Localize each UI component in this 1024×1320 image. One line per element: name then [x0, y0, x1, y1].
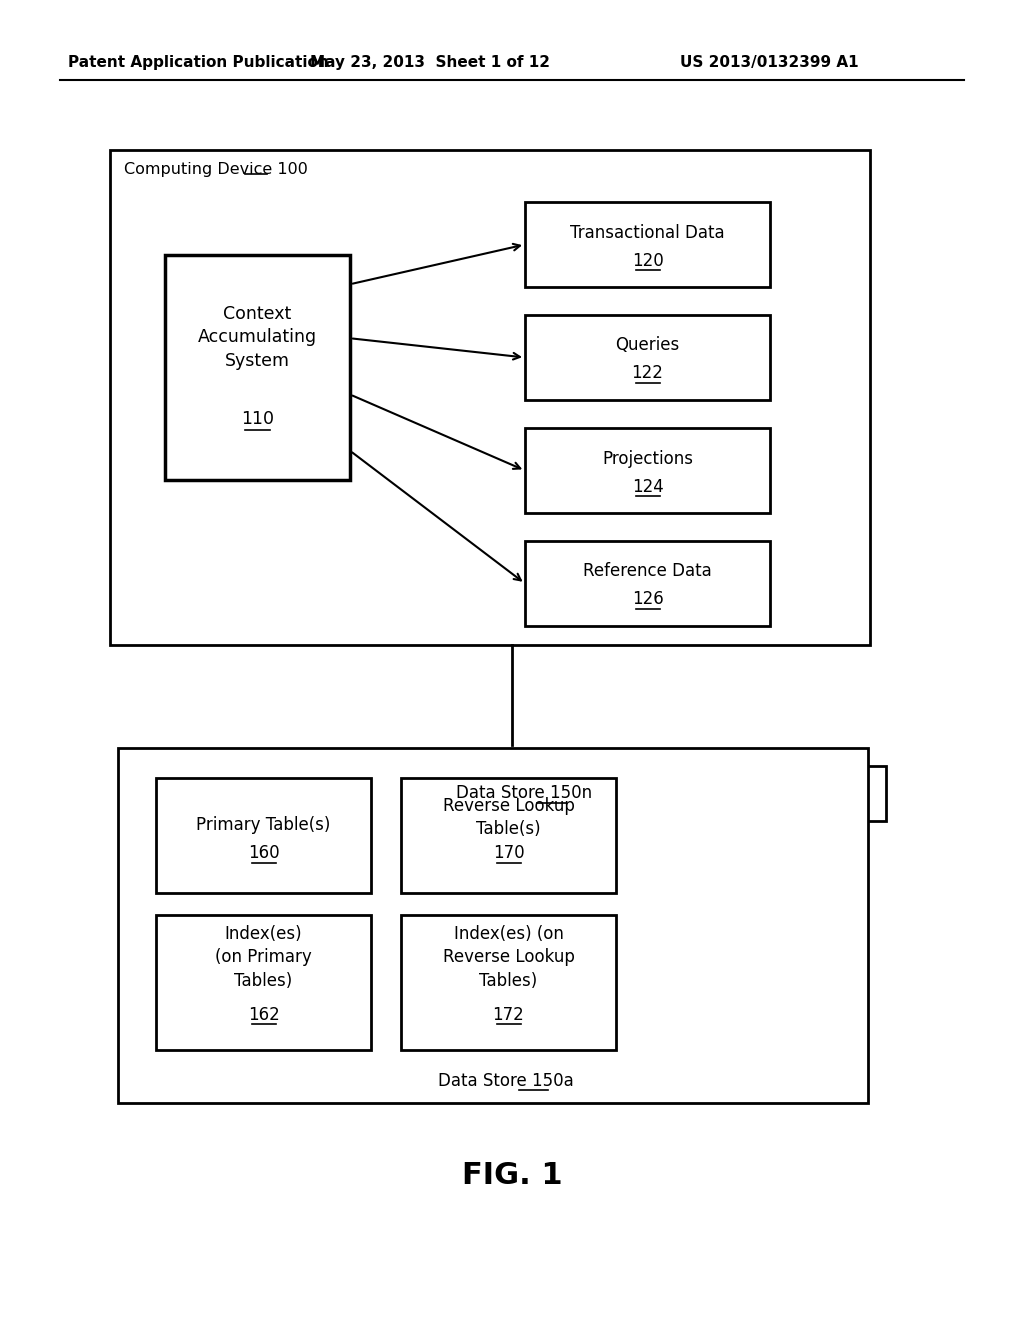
Bar — [118, 748, 868, 1104]
Text: Data Store 150a: Data Store 150a — [438, 1072, 574, 1090]
Bar — [525, 428, 770, 513]
Text: Computing Device 100: Computing Device 100 — [124, 162, 308, 177]
Text: 170: 170 — [493, 845, 524, 862]
Text: 126: 126 — [632, 590, 664, 609]
Bar — [401, 915, 616, 1049]
Text: Transactional Data: Transactional Data — [570, 223, 725, 242]
Text: May 23, 2013  Sheet 1 of 12: May 23, 2013 Sheet 1 of 12 — [310, 54, 550, 70]
Text: Primary Table(s): Primary Table(s) — [197, 817, 331, 834]
Bar — [525, 541, 770, 626]
Text: 172: 172 — [493, 1006, 524, 1023]
Text: Context
Accumulating
System: Context Accumulating System — [198, 305, 317, 370]
Text: Reference Data: Reference Data — [583, 562, 712, 581]
Text: Patent Application Publication: Patent Application Publication — [68, 54, 329, 70]
Bar — [401, 777, 616, 894]
Text: Projections: Projections — [602, 450, 693, 467]
Text: 162: 162 — [248, 1006, 280, 1023]
Text: Data Store 150n: Data Store 150n — [457, 784, 592, 803]
Bar — [525, 202, 770, 286]
Text: 122: 122 — [632, 364, 664, 383]
Text: Reverse Lookup
Table(s): Reverse Lookup Table(s) — [442, 797, 574, 838]
Bar — [156, 777, 371, 894]
Text: US 2013/0132399 A1: US 2013/0132399 A1 — [680, 54, 859, 70]
Bar — [165, 255, 350, 480]
Bar — [525, 315, 770, 400]
Text: FIG. 1: FIG. 1 — [462, 1160, 562, 1189]
Text: 110: 110 — [241, 411, 274, 429]
Text: Queries: Queries — [615, 337, 680, 355]
Bar — [110, 150, 870, 645]
Bar — [156, 915, 371, 1049]
Text: 120: 120 — [632, 252, 664, 269]
Text: Index(es) (on
Reverse Lookup
Tables): Index(es) (on Reverse Lookup Tables) — [442, 925, 574, 990]
Text: 160: 160 — [248, 845, 280, 862]
Text: Index(es)
(on Primary
Tables): Index(es) (on Primary Tables) — [215, 925, 312, 990]
Text: 124: 124 — [632, 478, 664, 495]
Bar — [136, 766, 886, 821]
